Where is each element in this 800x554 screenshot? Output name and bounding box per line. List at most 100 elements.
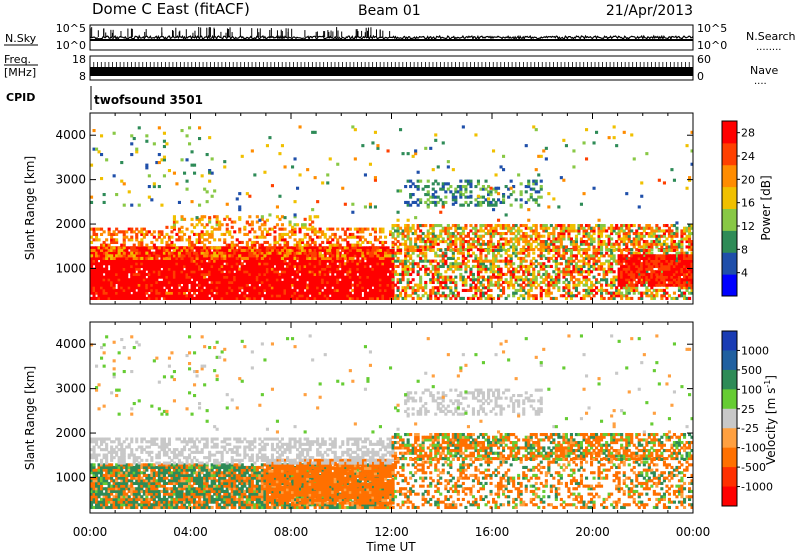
heatmap-cell [250, 240, 254, 244]
heatmap-cell [569, 251, 573, 255]
heatmap-cell [180, 294, 184, 298]
heatmap-cell [356, 251, 360, 255]
heatmap-cell [228, 243, 232, 247]
heatmap-cell [436, 280, 440, 284]
heatmap-cell [177, 278, 181, 282]
heatmap-cell [363, 264, 367, 268]
heatmap-cell [489, 259, 493, 263]
heatmap-cell [527, 234, 531, 238]
heatmap-cell [549, 242, 553, 246]
heatmap-cell [311, 280, 315, 284]
heatmap-cell [497, 242, 501, 246]
heatmap-cell [396, 264, 400, 268]
heatmap-cell [293, 296, 297, 300]
heatmap-cell [559, 256, 563, 260]
heatmap-cell [250, 259, 254, 263]
heatmap-cell [303, 272, 307, 276]
heatmap-cell [371, 278, 375, 282]
heatmap-cell [210, 280, 214, 284]
heatmap-cell [92, 286, 96, 290]
heatmap-cell [172, 264, 176, 268]
heatmap-cell [471, 232, 475, 236]
heatmap-cell [122, 203, 126, 207]
heatmap-cell [313, 264, 317, 268]
heatmap-cell [90, 240, 94, 244]
heatmap-cell [637, 234, 641, 238]
heatmap-cell [471, 272, 475, 276]
heatmap-cell [223, 232, 227, 236]
heatmap-cell [265, 283, 269, 287]
heatmap-cell [401, 242, 405, 246]
heatmap-cell [157, 272, 161, 276]
heatmap-cell [539, 267, 543, 271]
heatmap-cell [172, 272, 176, 276]
heatmap-cell [409, 240, 413, 244]
heatmap-cell [524, 278, 528, 282]
heatmap-cell [218, 291, 222, 295]
heatmap-cell [293, 291, 297, 295]
heatmap-cell [188, 142, 192, 146]
heatmap-cell [172, 217, 176, 221]
heatmap-cell [436, 288, 440, 292]
heatmap-cell [296, 243, 300, 247]
heatmap-cell [117, 286, 121, 290]
heatmap-cell [233, 272, 237, 276]
heatmap-cell [313, 272, 317, 276]
heatmap-cell [489, 294, 493, 298]
heatmap-cell [595, 291, 599, 295]
heatmap-cell [454, 288, 458, 292]
heatmap-cell [446, 232, 450, 236]
heatmap-cell [632, 242, 636, 246]
heatmap-cell [429, 240, 433, 244]
heatmap-cell [198, 294, 202, 298]
heatmap-cell [336, 251, 340, 255]
heatmap-cell [316, 280, 320, 284]
heatmap-cell [454, 280, 458, 284]
heatmap-cell [464, 264, 468, 268]
heatmap-cell [120, 275, 124, 279]
heatmap-cell [346, 262, 350, 266]
heatmap-cell [298, 256, 302, 260]
heatmap-cell [122, 238, 126, 242]
heatmap-cell [112, 248, 116, 252]
heatmap-cell [489, 278, 493, 282]
heatmap-cell [396, 278, 400, 282]
heatmap-cell [193, 291, 197, 295]
heatmap-cell [534, 259, 538, 263]
heatmap-cell [436, 275, 440, 279]
heatmap-cell [532, 251, 536, 255]
heatmap-cell [441, 237, 445, 241]
heatmap-cell [404, 245, 408, 249]
heatmap-cell [454, 237, 458, 241]
heatmap-cell [456, 267, 460, 271]
heatmap-cell [554, 278, 558, 282]
heatmap-cell [280, 275, 284, 279]
heatmap-cell [517, 264, 521, 268]
heatmap-cell [205, 153, 209, 157]
heatmap-cell [378, 275, 382, 279]
heatmap-cell [469, 254, 473, 258]
heatmap-cell [454, 245, 458, 249]
heatmap-cell [130, 227, 134, 231]
heatmap-cell [399, 242, 403, 246]
heatmap-cell [157, 235, 161, 239]
heatmap-cell [371, 291, 375, 295]
heatmap-cell [195, 254, 199, 258]
heatmap-cell [401, 286, 405, 290]
heatmap-cell [399, 294, 403, 298]
heatmap-cell [296, 296, 300, 300]
heatmap-cell [499, 224, 503, 228]
heatmap-cell [487, 229, 491, 233]
heatmap-cell [574, 254, 578, 258]
heatmap-cell [172, 171, 176, 175]
heatmap-cell [160, 203, 164, 207]
heatmap-cell [215, 288, 219, 292]
heatmap-cell [557, 275, 561, 279]
heatmap-cell [172, 262, 176, 266]
heatmap-cell [348, 264, 352, 268]
heatmap-cell [522, 280, 526, 284]
heatmap-cell [303, 235, 307, 239]
heatmap-cell [183, 278, 187, 282]
heatmap-cell [298, 278, 302, 282]
heatmap-cell [554, 275, 558, 279]
